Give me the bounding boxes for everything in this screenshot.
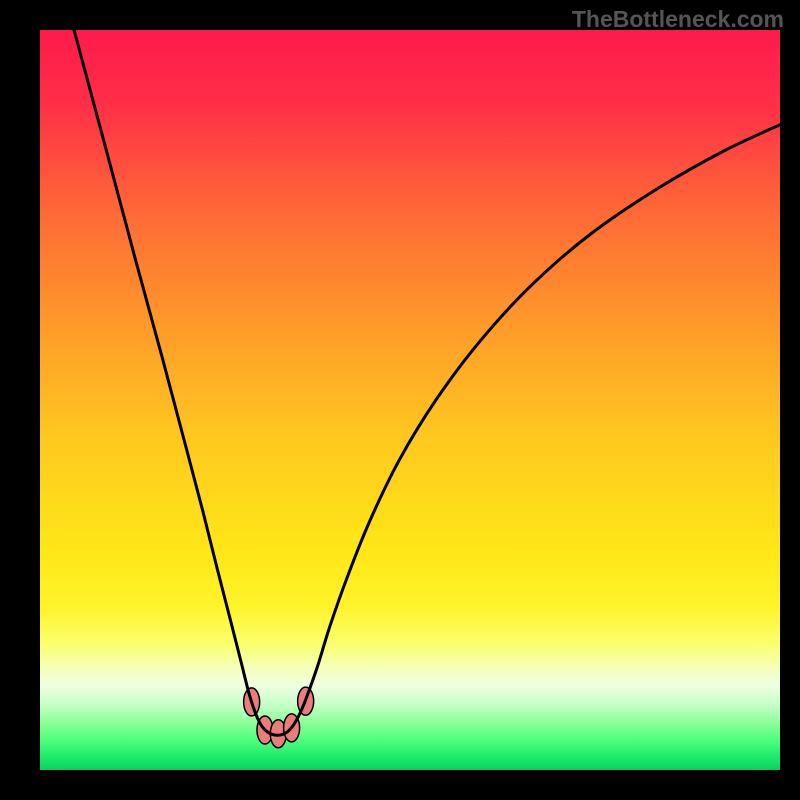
bottleneck-curve <box>74 30 780 735</box>
chart-svg <box>40 30 780 770</box>
plot-area <box>40 30 780 770</box>
markers-group <box>244 687 314 748</box>
watermark-text: TheBottleneck.com <box>572 6 784 33</box>
